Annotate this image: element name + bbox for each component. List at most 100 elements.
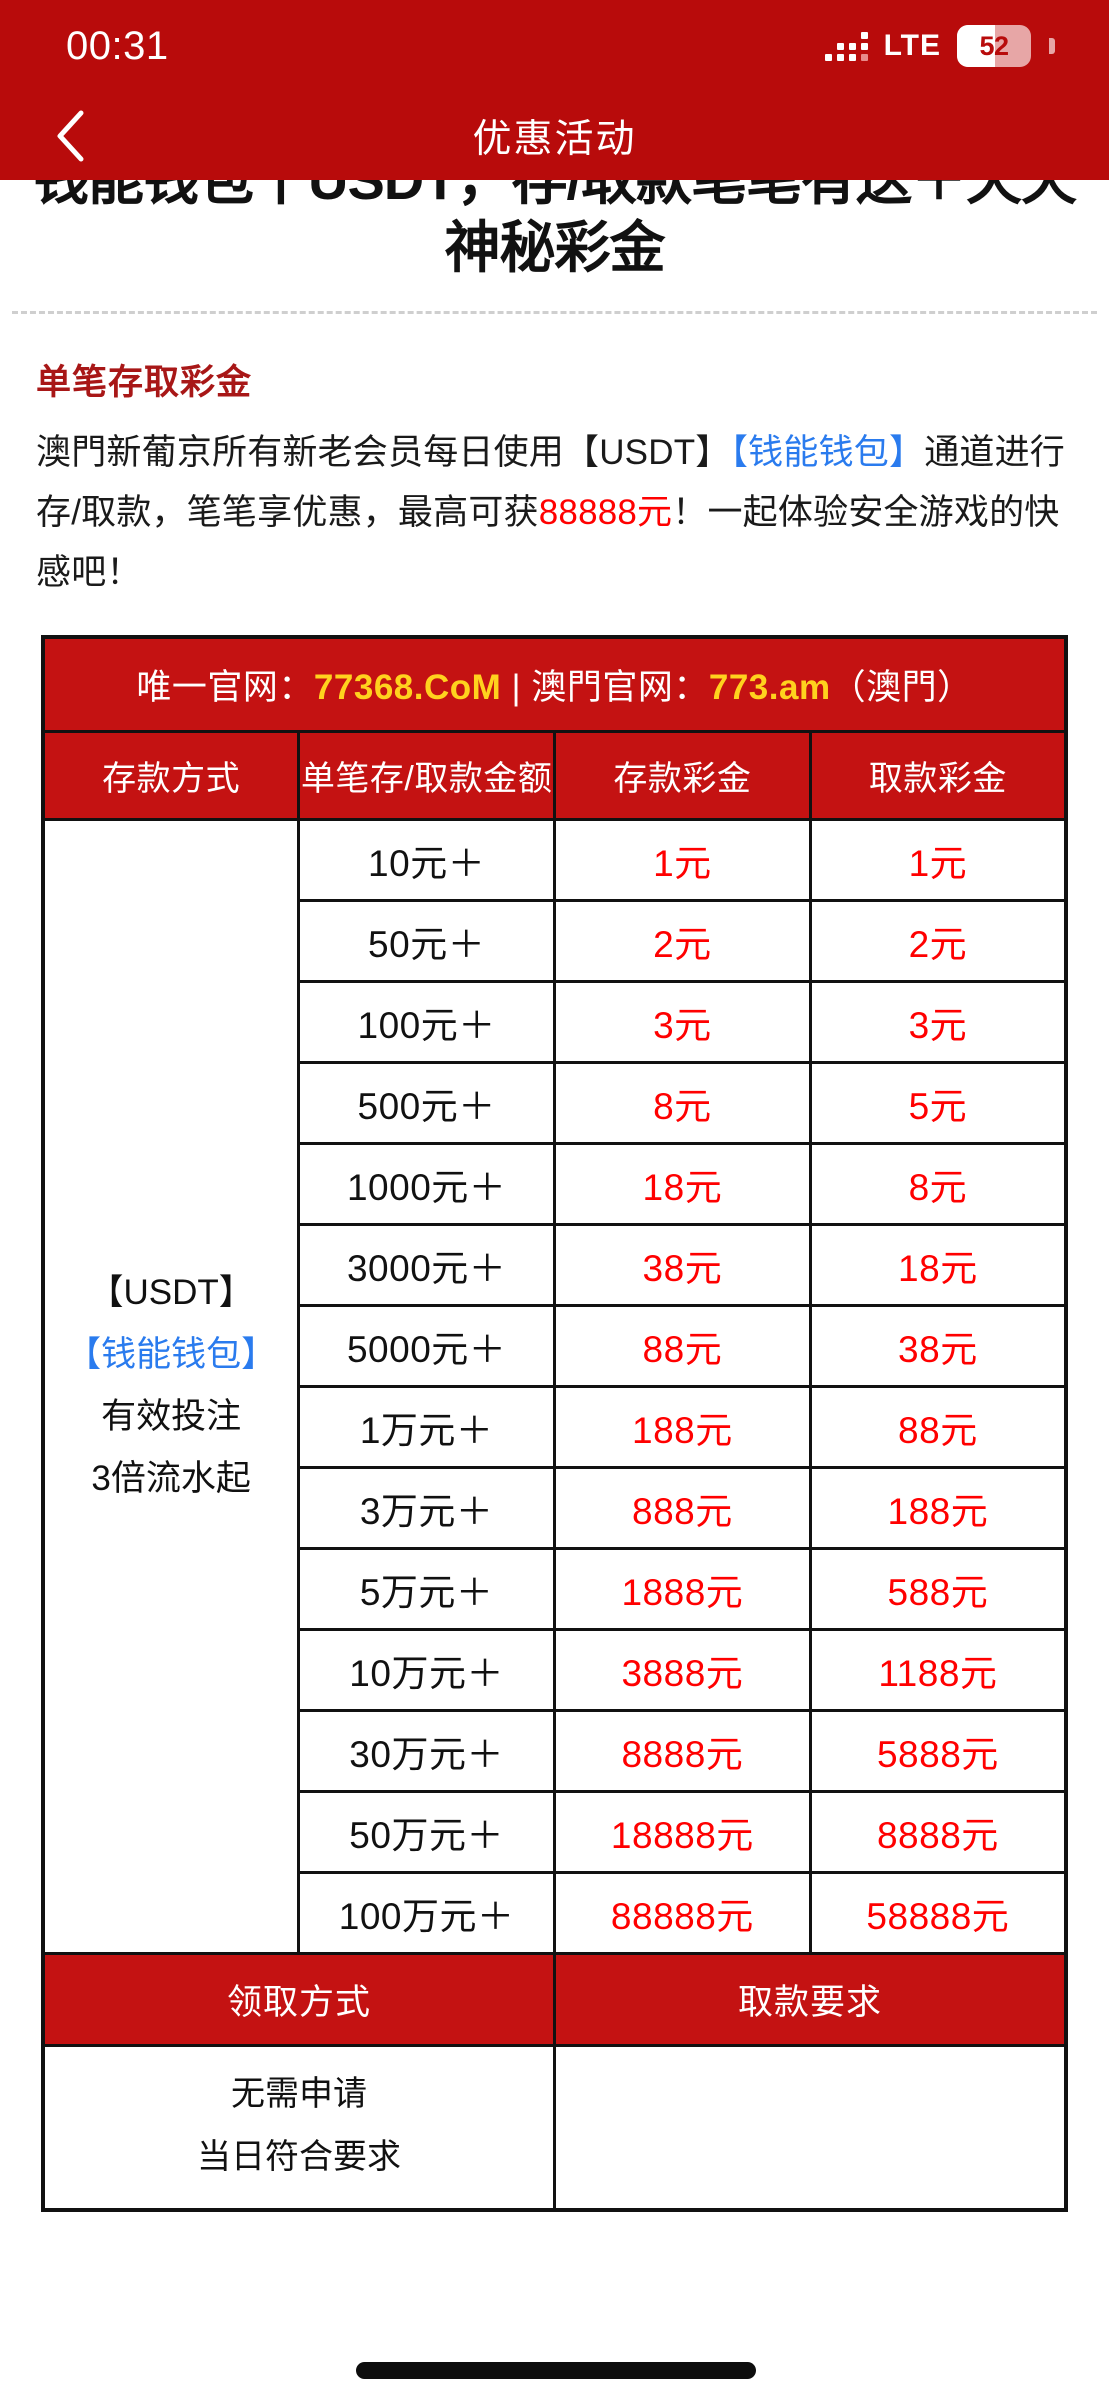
row-withdraw-bonus: 88元 xyxy=(808,1384,1068,1469)
home-indicator[interactable] xyxy=(356,2362,756,2379)
row-amount: 5万元＋ xyxy=(297,1546,556,1631)
page-title: 优惠活动 xyxy=(472,118,637,161)
row-withdraw-bonus: 5元 xyxy=(808,1060,1068,1145)
method-multiplier-label: 3倍流水起 xyxy=(91,1459,251,1499)
table-header-row: 存款方式 单笔存/取款金额 存款彩金 取款彩金 xyxy=(41,729,1068,821)
table-row: 30万元＋ 8888元 5888元 xyxy=(43,1708,1068,1793)
table-row: 50元＋ 2元 2元 xyxy=(43,898,1068,983)
row-withdraw-bonus: 58888元 xyxy=(808,1870,1068,1955)
column-header-deposit-bonus: 存款彩金 xyxy=(553,729,812,821)
table-row: 5万元＋ 1888元 588元 xyxy=(43,1546,1068,1631)
table-footer-body-row: 无需申请 当日符合要求 xyxy=(41,2043,1068,2212)
row-deposit-bonus: 38元 xyxy=(553,1222,812,1307)
row-deposit-bonus: 1元 xyxy=(553,817,812,902)
chevron-left-icon xyxy=(57,110,84,162)
row-deposit-bonus: 88元 xyxy=(553,1303,812,1388)
row-withdraw-bonus: 1188元 xyxy=(808,1627,1068,1712)
method-wallet-label: 【钱能钱包】 xyxy=(66,1334,277,1374)
footer-claim-method-cell: 无需申请 当日符合要求 xyxy=(41,2043,556,2212)
section-divider xyxy=(12,310,1097,314)
column-header-amount: 单笔存/取款金额 xyxy=(297,729,556,821)
network-type-label: LTE xyxy=(883,29,941,62)
row-deposit-bonus: 3888元 xyxy=(553,1627,812,1712)
row-deposit-bonus: 2元 xyxy=(553,898,812,983)
footer-header-withdraw-requirement: 取款要求 xyxy=(553,1951,1068,2047)
row-amount: 3万元＋ xyxy=(297,1465,556,1550)
claim-method-line-1: 无需申请 xyxy=(231,2074,367,2113)
banner-separator: | xyxy=(501,667,532,707)
table-row: 100万元＋ 88888元 58888元 xyxy=(43,1870,1068,1955)
method-wager-label: 有效投注 xyxy=(101,1397,242,1437)
row-amount: 500元＋ xyxy=(297,1060,556,1145)
battery-cap-icon xyxy=(1049,38,1055,54)
table-row: 10万元＋ 3888元 1188元 xyxy=(43,1627,1068,1712)
table-row: 1万元＋ 188元 88元 xyxy=(43,1384,1068,1469)
description-part-1: 澳門新葡京所有新老会员每日使用【USDT】 xyxy=(36,432,731,472)
row-withdraw-bonus: 8888元 xyxy=(808,1789,1068,1874)
table-row: 3万元＋ 888元 188元 xyxy=(43,1465,1068,1550)
row-withdraw-bonus: 2元 xyxy=(808,898,1068,983)
bonus-table: 唯一官网：77368.CoM | 澳門官网：773.am（澳門） 存款方式 单笔… xyxy=(41,635,1068,2213)
row-withdraw-bonus: 588元 xyxy=(808,1546,1068,1631)
promo-description: 澳門新葡京所有新老会员每日使用【USDT】【钱能钱包】通道进行存/取款，笔笔享优… xyxy=(36,423,1073,604)
signal-bars-icon xyxy=(824,31,868,61)
battery-percent-label: 52 xyxy=(979,30,1009,61)
table-footer-header-row: 领取方式 取款要求 xyxy=(41,1951,1068,2047)
footer-withdraw-requirement-cell xyxy=(553,2043,1068,2212)
row-deposit-bonus: 3元 xyxy=(553,979,812,1064)
macau-site-label: 澳門官网： xyxy=(531,667,709,707)
table-row: 100元＋ 3元 3元 xyxy=(43,979,1068,1064)
status-indicators: LTE 52 xyxy=(824,25,1055,67)
status-bar: 00:31 LTE 52 xyxy=(0,0,1109,92)
row-deposit-bonus: 8888元 xyxy=(553,1708,812,1793)
back-button[interactable] xyxy=(40,106,100,166)
row-withdraw-bonus: 38元 xyxy=(808,1303,1068,1388)
claim-method-line-2: 当日符合要求 xyxy=(197,2137,401,2176)
row-deposit-bonus: 8元 xyxy=(553,1060,812,1145)
max-bonus-amount: 88888元 xyxy=(538,492,673,532)
table-row: 【USDT】 【钱能钱包】 有效投注 3倍流水起 10元＋ 1元 1元 xyxy=(41,817,1068,1955)
row-withdraw-bonus: 8元 xyxy=(808,1141,1068,1226)
method-usdt-label: 【USDT】 xyxy=(88,1272,254,1312)
row-deposit-bonus: 888元 xyxy=(553,1465,812,1550)
row-deposit-bonus: 1888元 xyxy=(553,1546,812,1631)
nav-bar: 优惠活动 xyxy=(0,92,1109,180)
row-withdraw-bonus: 18元 xyxy=(808,1222,1068,1307)
table-row: 3000元＋ 38元 18元 xyxy=(43,1222,1068,1307)
row-amount: 1000元＋ xyxy=(297,1141,556,1226)
official-site-label: 唯一官网： xyxy=(136,667,314,707)
row-amount: 3000元＋ xyxy=(297,1222,556,1307)
table-row: 1000元＋ 18元 8元 xyxy=(43,1141,1068,1226)
row-deposit-bonus: 18888元 xyxy=(553,1789,812,1874)
row-amount: 30万元＋ xyxy=(297,1708,556,1793)
row-amount: 50元＋ xyxy=(297,898,556,983)
page-content: 钱能钱包丨USDT，存/取款笔笔有送＋天天神秘彩金 单笔存取彩金 澳門新葡京所有… xyxy=(0,148,1109,2213)
table-row: 50万元＋ 18888元 8888元 xyxy=(43,1789,1068,1874)
table-row: 500元＋ 8元 5元 xyxy=(43,1060,1068,1145)
row-amount: 100万元＋ xyxy=(297,1870,556,1955)
row-amount: 5000元＋ xyxy=(297,1303,556,1388)
row-amount: 100元＋ xyxy=(297,979,556,1064)
footer-header-claim-method: 领取方式 xyxy=(41,1951,556,2047)
section-label: 单笔存取彩金 xyxy=(36,362,253,402)
row-withdraw-bonus: 3元 xyxy=(808,979,1068,1064)
description-part-2: 通道进行存/取款，笔笔享优惠，最高可获 xyxy=(36,432,1065,532)
table-row: 5000元＋ 88元 38元 xyxy=(43,1303,1068,1388)
wallet-link[interactable]: 【钱能钱包】 xyxy=(730,432,925,472)
row-deposit-bonus: 188元 xyxy=(553,1384,812,1469)
row-withdraw-bonus: 1元 xyxy=(808,817,1068,902)
official-site-domain[interactable]: 77368.CoM xyxy=(313,667,502,707)
row-amount: 10元＋ xyxy=(297,817,556,902)
macau-site-domain[interactable]: 773.am xyxy=(708,667,831,707)
row-withdraw-bonus: 5888元 xyxy=(808,1708,1068,1793)
row-deposit-bonus: 18元 xyxy=(553,1141,812,1226)
description-part-3: ！一起体验安全游戏的快感吧！ xyxy=(36,492,1060,592)
payment-method-cell: 【USDT】 【钱能钱包】 有效投注 3倍流水起 xyxy=(41,817,301,1955)
status-time: 00:31 xyxy=(66,23,169,68)
battery-icon: 52 xyxy=(957,25,1031,67)
row-amount: 1万元＋ xyxy=(297,1384,556,1469)
column-header-withdraw-bonus: 取款彩金 xyxy=(808,729,1068,821)
row-deposit-bonus: 88888元 xyxy=(553,1870,812,1955)
macau-site-suffix: （澳門） xyxy=(830,667,973,707)
